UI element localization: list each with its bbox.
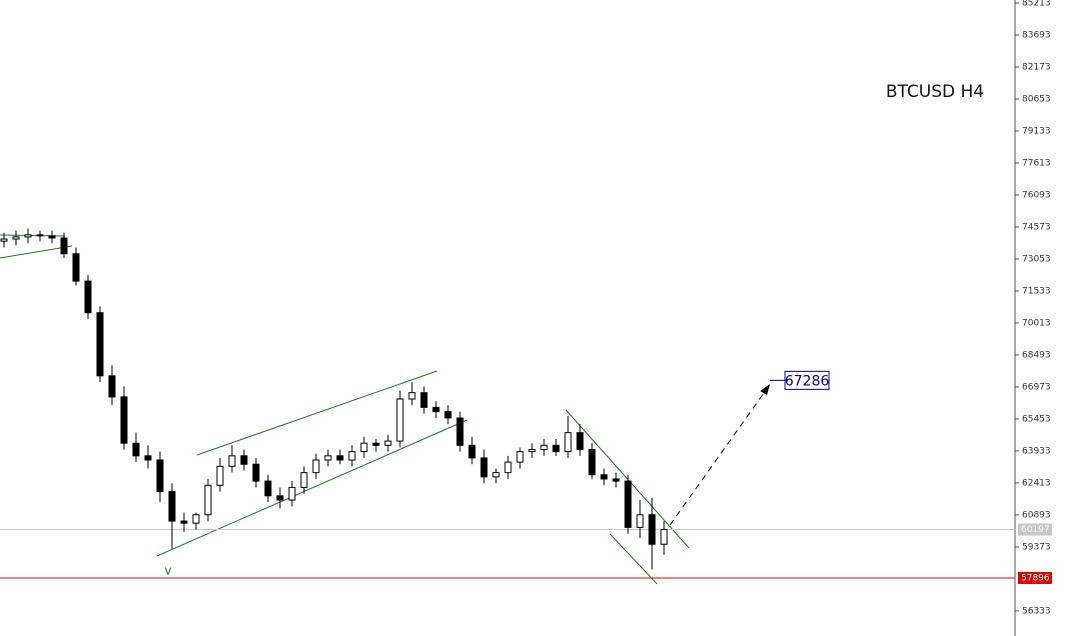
y-tick-label: 68493: [1022, 350, 1051, 360]
candle-body: [516, 451, 524, 463]
trendline: [0, 245, 73, 259]
target-box: [784, 370, 830, 390]
candle-body: [600, 474, 608, 480]
candle-body: [588, 449, 596, 476]
candle-body: [192, 514, 200, 524]
y-tick-label: 79133: [1022, 126, 1051, 136]
candle-body: [348, 451, 356, 461]
candle-body: [408, 392, 416, 400]
candle-body: [540, 444, 548, 451]
candle-body: [480, 457, 488, 478]
y-tick-label: 71533: [1022, 286, 1051, 296]
y-tick-label: 85213: [1022, 0, 1051, 9]
y-tick-label: 60893: [1022, 510, 1051, 520]
y-tick-label: 70013: [1022, 318, 1051, 328]
trendline: [156, 419, 468, 557]
current-price-label: 60197: [1021, 525, 1050, 535]
candle-body: [456, 417, 464, 446]
candle-body: [648, 514, 656, 545]
current-price-box: [1018, 523, 1052, 536]
candle-body: [504, 461, 512, 474]
candle-body: [636, 514, 644, 528]
candle-body: [288, 486, 296, 501]
y-tick-label: 80653: [1022, 94, 1051, 104]
candle-body: [528, 449, 536, 453]
trendline: [196, 370, 438, 456]
candle-body: [48, 235, 56, 239]
candle-body: [216, 465, 224, 486]
candle-body: [612, 478, 620, 482]
y-tick-label: 74573: [1022, 222, 1051, 232]
candle-body: [240, 455, 248, 465]
candle-body: [660, 528, 668, 545]
candle-body: [360, 442, 368, 453]
y-tick-label: 83693: [1022, 31, 1051, 41]
y-tick-label: 63933: [1022, 446, 1051, 456]
y-tick-label: 59373: [1022, 542, 1051, 552]
candle-body: [36, 234, 44, 237]
candle-body: [108, 375, 116, 398]
candle-body: [372, 442, 380, 446]
chart-title: BTCUSD H4: [886, 82, 984, 102]
y-tick-label: 76093: [1022, 190, 1051, 200]
y-tick-label: 66973: [1022, 382, 1051, 392]
y-tick-label: 65453: [1022, 414, 1051, 424]
wave-label: v: [164, 564, 171, 578]
candle-body: [120, 396, 128, 444]
candle-body: [204, 484, 212, 516]
candle-body: [228, 455, 236, 467]
candle-body: [144, 455, 152, 461]
candle-body: [432, 406, 440, 413]
projection-arrow: [669, 389, 767, 526]
y-tick-label: 56333: [1022, 606, 1051, 616]
candle-body: [132, 442, 140, 457]
candle-body: [168, 491, 176, 522]
candle-body: [180, 520, 188, 524]
candle-body: [84, 280, 92, 314]
candle-body: [624, 480, 632, 528]
candle-body: [72, 253, 80, 282]
y-tick-label: 62413: [1022, 478, 1051, 488]
y-tick-label: 82173: [1022, 62, 1051, 72]
candle-body: [264, 480, 272, 497]
arrow-head: [760, 384, 770, 395]
trendlines: [0, 234, 690, 585]
candle-body: [252, 463, 260, 482]
support-box: [1018, 571, 1052, 584]
candle-body: [420, 392, 428, 408]
candle-body: [564, 432, 572, 453]
candle-body: [324, 455, 332, 461]
candle-body: [24, 234, 32, 238]
candle-body: [312, 459, 320, 474]
candle-body: [96, 312, 104, 377]
candle-body: [336, 455, 344, 461]
candle-body: [468, 444, 476, 459]
trendline: [609, 533, 658, 585]
candle-body: [576, 432, 584, 451]
candle-body: [384, 440, 392, 446]
candle-body: [12, 236, 20, 240]
candle-body: [60, 237, 68, 255]
candle-body: [552, 444, 560, 453]
candles: [3, 228, 665, 570]
candle-body: [156, 459, 164, 493]
candle-body: [276, 495, 284, 501]
target-label: 67286: [785, 373, 830, 389]
candle-body: [0, 238, 8, 242]
candle-body: [492, 472, 500, 478]
y-tick-label: 73053: [1022, 254, 1051, 264]
y-tick-label: 77613: [1022, 158, 1051, 168]
support-label: 57896: [1021, 573, 1050, 583]
candle-body: [444, 411, 452, 419]
candle-body: [300, 472, 308, 488]
candle-body: [396, 398, 404, 442]
